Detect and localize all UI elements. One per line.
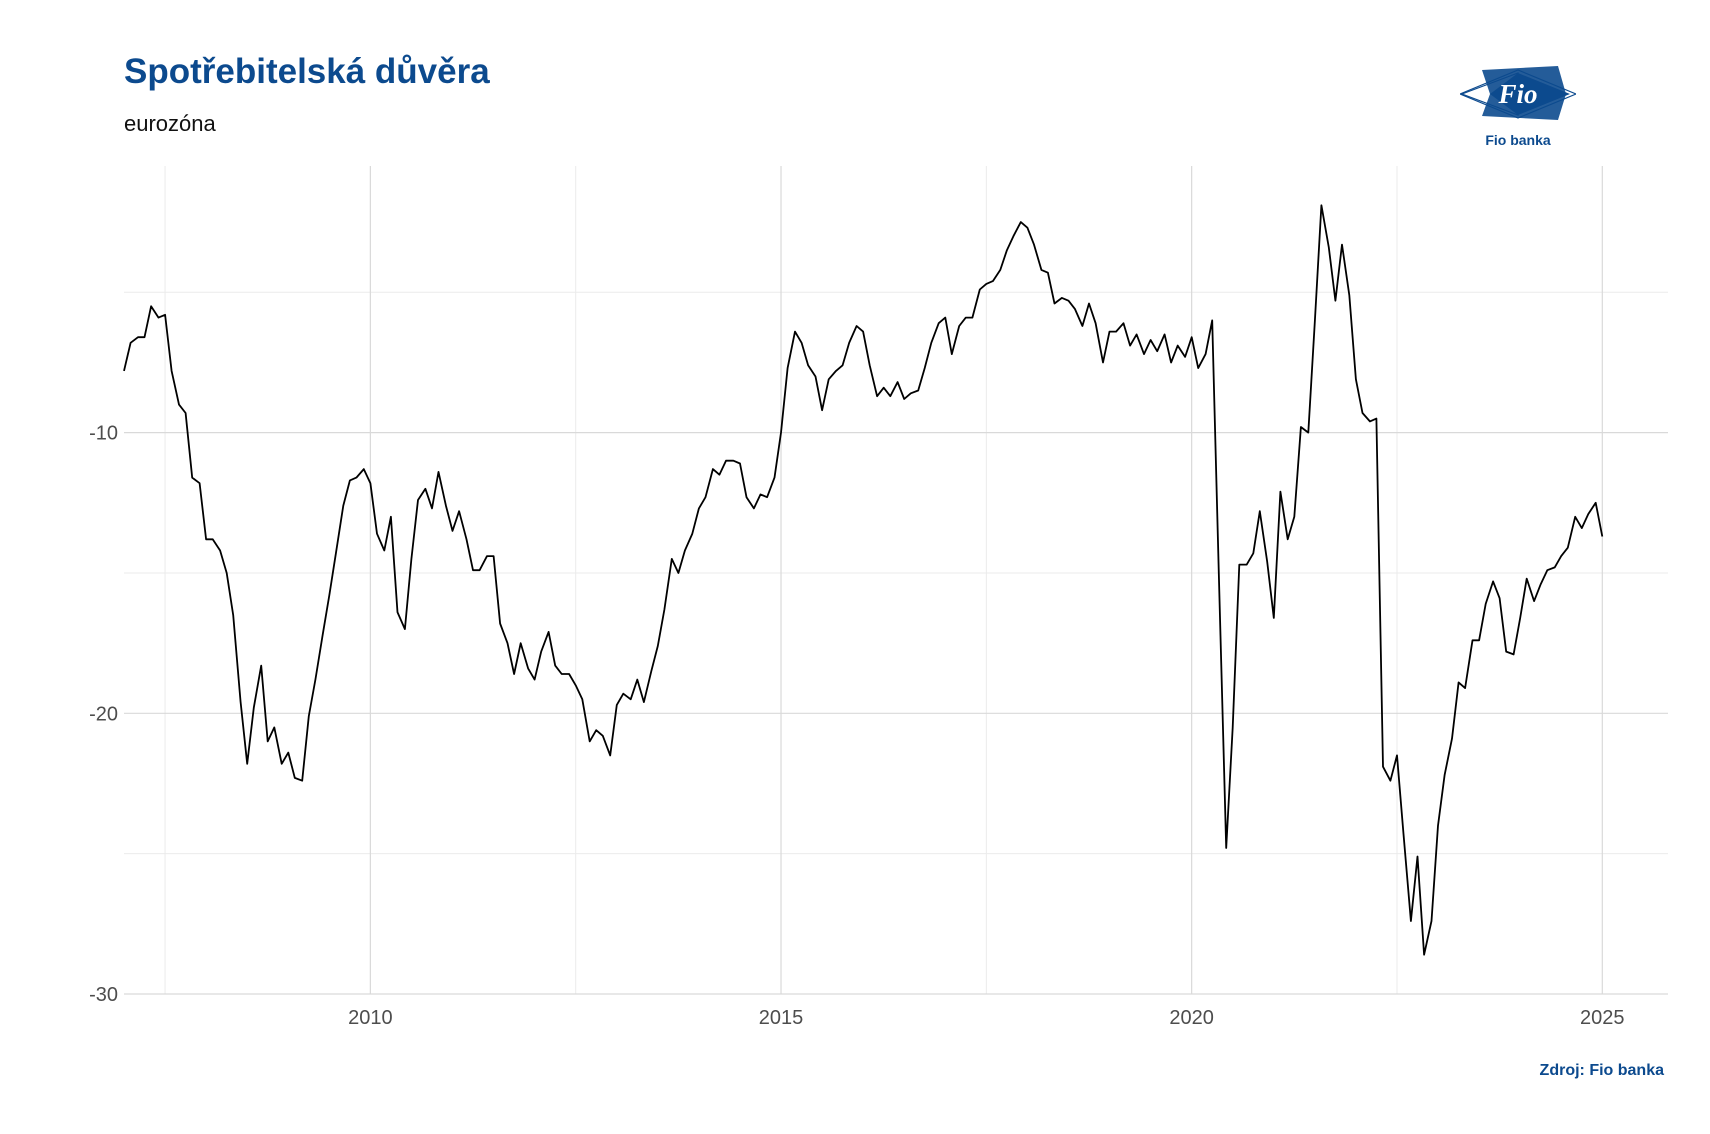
y-tick-label: -10 <box>89 423 118 445</box>
y-tick-label: -20 <box>89 703 118 725</box>
line-chart: -10 -20 -30 2010 2015 2020 2025 <box>89 166 1668 1029</box>
series-line <box>123 204 1604 956</box>
fio-banka-logo: Fio Fio banka <box>1460 66 1576 148</box>
x-tick-label: 2010 <box>348 1007 393 1029</box>
logo-mark: Fio <box>1497 79 1537 109</box>
x-tick-label: 2015 <box>759 1007 804 1029</box>
x-tick-label: 2025 <box>1580 1007 1625 1029</box>
logo-text: Fio banka <box>1485 132 1551 148</box>
x-axis-ticks: 2010 2015 2020 2025 <box>348 1007 1624 1029</box>
chart-subtitle: eurozóna <box>124 111 216 136</box>
source-note: Zdroj: Fio banka <box>1539 1062 1664 1079</box>
x-tick-label: 2020 <box>1169 1007 1214 1029</box>
y-tick-label: -30 <box>89 984 118 1006</box>
y-axis-ticks: -10 -20 -30 <box>89 423 118 1006</box>
grid-major-lines <box>124 166 1668 995</box>
grid-minor-lines <box>124 166 1668 994</box>
logo-diamond-outline <box>1460 69 1576 119</box>
series-layer <box>123 204 1604 956</box>
chart-title: Spotřebitelská důvěra <box>124 52 490 91</box>
